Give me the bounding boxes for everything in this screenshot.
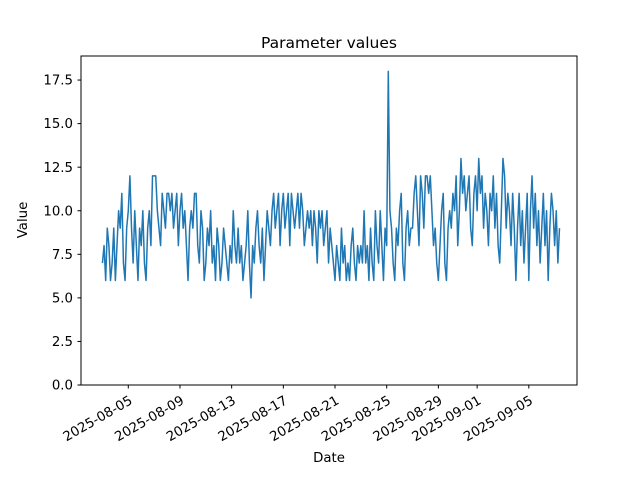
y-tick-label: 0.0 [52, 379, 73, 394]
y-tick-label: 15.0 [43, 117, 73, 132]
y-tick-label: 17.5 [43, 74, 73, 89]
chart-title: Parameter values [261, 34, 397, 52]
plot-area [81, 56, 577, 385]
data-series-group [101, 70, 561, 299]
y-tick-label: 7.5 [52, 248, 73, 263]
x-axis-label: Date [313, 451, 345, 466]
y-tick-label: 12.5 [43, 161, 73, 176]
y-tick-label: 5.0 [52, 291, 73, 306]
y-axis-ticks: 0.0 2.5 5.0 7.5 10.0 12.5 15.0 17.5 [43, 74, 81, 394]
y-axis-label: Value [16, 202, 31, 239]
axes-spines [80, 55, 578, 386]
parameter-value-series [101, 70, 561, 299]
y-tick-label: 2.5 [52, 335, 73, 350]
y-tick-label: 10.0 [43, 204, 73, 219]
